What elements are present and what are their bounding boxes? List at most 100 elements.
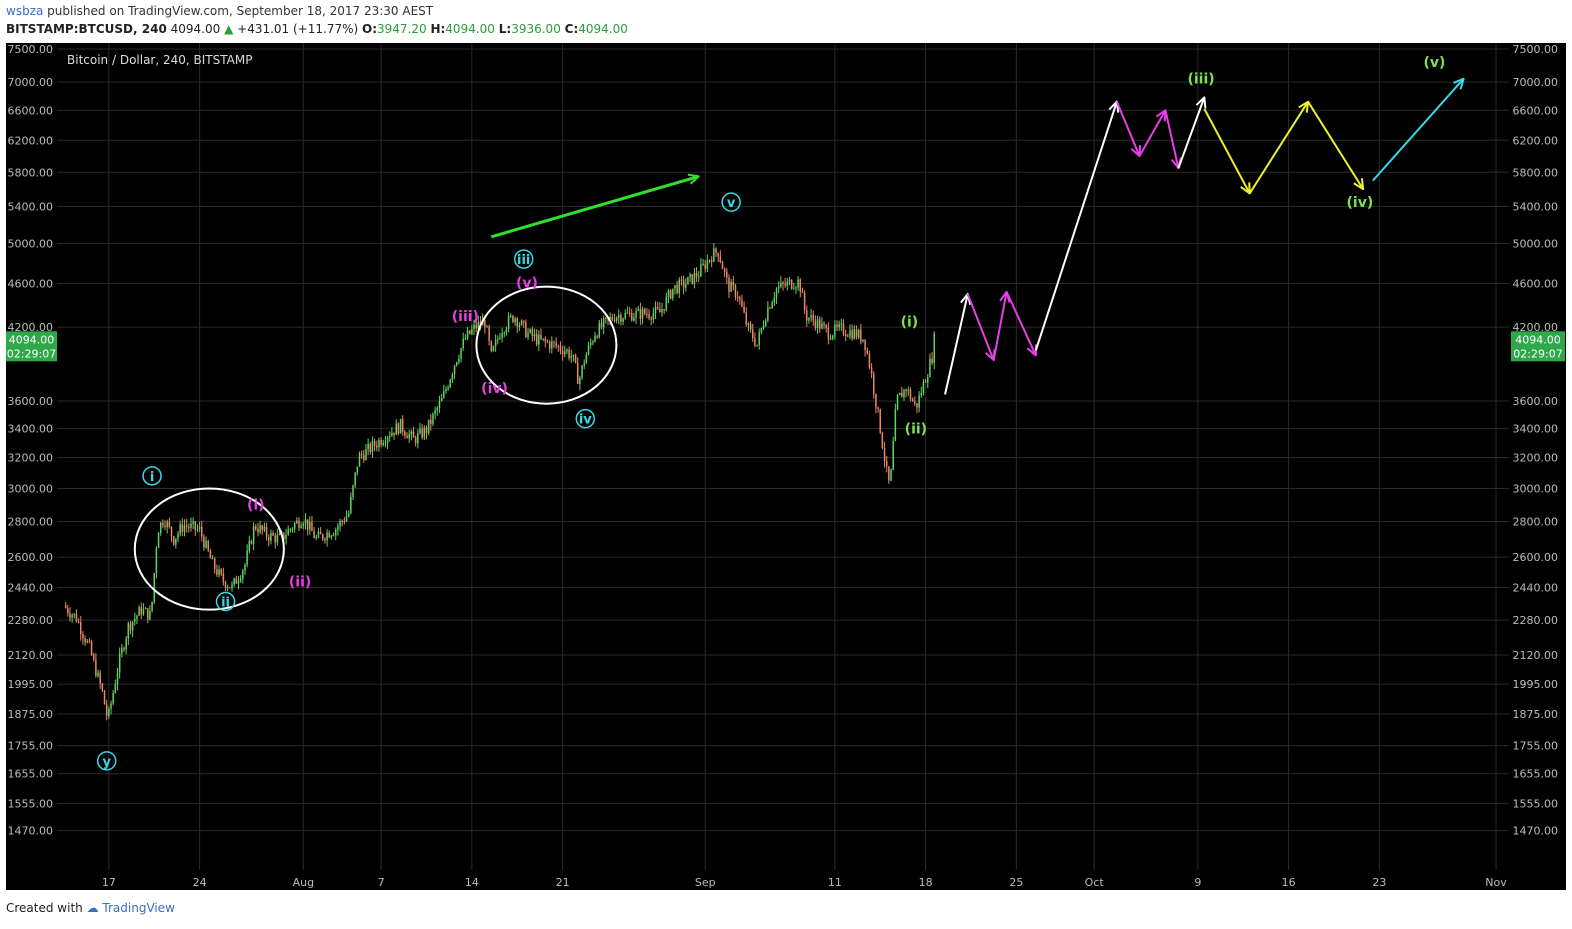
candle-body: [265, 526, 268, 537]
candle-body: [775, 288, 778, 298]
candle-body: [82, 634, 84, 639]
candle-body: [164, 525, 166, 528]
y-tick-label-left: 2600.00: [8, 551, 54, 564]
candle-body: [285, 535, 287, 539]
candle-body: [136, 615, 138, 619]
candle-body: [857, 329, 860, 338]
candle-body: [877, 407, 879, 409]
candle-body: [460, 348, 462, 359]
candle-body: [927, 376, 929, 383]
candle-body: [97, 672, 99, 677]
open-value: 3947.20: [377, 22, 427, 36]
candle-body: [885, 460, 888, 467]
candle-body: [596, 336, 598, 338]
candle-body: [529, 329, 531, 333]
candle-body: [345, 516, 348, 522]
candle-body: [451, 374, 454, 380]
candle-body: [823, 323, 825, 325]
candle-body: [272, 533, 274, 536]
candle-body: [343, 521, 346, 523]
high-value: 4094.00: [445, 22, 495, 36]
price-change: +431.01 (+11.77%): [237, 22, 359, 36]
y-tick-label-left: 1655.00: [8, 768, 54, 781]
y-tick-label-left: 5800.00: [8, 166, 54, 179]
wave-label: i: [150, 470, 154, 485]
candle-body: [762, 325, 765, 329]
candle-body: [196, 528, 199, 530]
candle-body: [570, 355, 573, 358]
candle-body: [315, 537, 318, 539]
chart-title: Bitcoin / Dollar, 240, BITSTAMP: [67, 53, 252, 67]
candle-body: [226, 587, 229, 589]
projection-arrow: [1164, 110, 1180, 169]
symbol-label: BITSTAMP:BTCUSD, 240: [6, 22, 167, 36]
wave-label: (iii): [452, 309, 479, 325]
candle-body: [888, 466, 890, 481]
candle-body: [168, 521, 171, 527]
candle-body: [818, 319, 821, 329]
price-chart[interactable]: 7500.00 7500.00 7000.00 7000.00 6600.00 6600.…: [0, 0, 1572, 900]
time-scale[interactable]: [6, 870, 1566, 890]
candle-body: [114, 684, 117, 693]
candle-body: [749, 323, 752, 330]
candle-body: [721, 262, 724, 270]
candle-body: [585, 354, 588, 364]
tradingview-brand-link[interactable]: TradingView: [102, 901, 175, 915]
candle-body: [693, 272, 696, 284]
candle-body: [920, 393, 923, 396]
candle-body: [80, 622, 82, 635]
right-price-scale[interactable]: [1509, 43, 1566, 870]
left-price-scale[interactable]: [6, 43, 57, 870]
candle-body: [806, 310, 808, 321]
candle-body: [682, 279, 685, 288]
candle-body: [112, 692, 114, 704]
candle-body: [695, 272, 698, 277]
candle-body: [611, 317, 614, 320]
candle-body: [730, 281, 732, 292]
candle-body: [201, 526, 203, 537]
candle-body: [151, 601, 153, 611]
candle-body: [332, 534, 335, 536]
candle-body: [75, 613, 78, 622]
y-tick-label-left: 3000.00: [8, 482, 54, 495]
candle-body: [739, 297, 741, 300]
last-price-tag: [1511, 331, 1565, 362]
plot-area[interactable]: [57, 43, 1509, 870]
candle-body: [270, 533, 272, 541]
candle-body: [73, 613, 76, 616]
y-tick-label-right: 5400.00: [1513, 201, 1559, 214]
arrow-head: [687, 173, 700, 185]
projection-arrow: [1005, 291, 1037, 356]
symbol-info-bar: BITSTAMP:BTCUSD, 240 4094.00 ▲ +431.01 (…: [6, 22, 628, 36]
candle-body: [680, 279, 683, 281]
candle-body: [540, 334, 542, 339]
candle-body: [784, 284, 786, 286]
candle-body: [572, 354, 575, 356]
candle-body: [302, 523, 305, 527]
candle-body: [678, 279, 681, 294]
candle-body: [194, 521, 197, 530]
candle-body: [317, 531, 320, 538]
candle-body: [672, 288, 674, 299]
candle-body: [229, 587, 231, 589]
low-value: 3936.00: [511, 22, 561, 36]
y-tick-label-left: 7500.00: [8, 43, 54, 56]
publisher-link[interactable]: wsbza: [6, 4, 44, 18]
candle-body: [92, 655, 95, 660]
candle-body: [406, 435, 408, 439]
y-tick-label-left: 1875.00: [8, 708, 54, 721]
candle-body: [741, 299, 743, 307]
wave-label: (iv): [481, 381, 508, 397]
candle-body: [745, 312, 748, 325]
candle-body: [224, 581, 227, 588]
candle-body: [365, 449, 367, 460]
wave-label: y: [102, 755, 111, 770]
tradingview-cloud-icon: ☁: [86, 901, 99, 915]
candle-body: [123, 648, 125, 650]
candle-body: [842, 323, 845, 335]
candle-body: [520, 320, 523, 325]
candle-body: [179, 524, 181, 534]
candle-body: [77, 621, 80, 623]
wave-label: (i): [247, 498, 265, 514]
candle-body: [149, 610, 151, 620]
